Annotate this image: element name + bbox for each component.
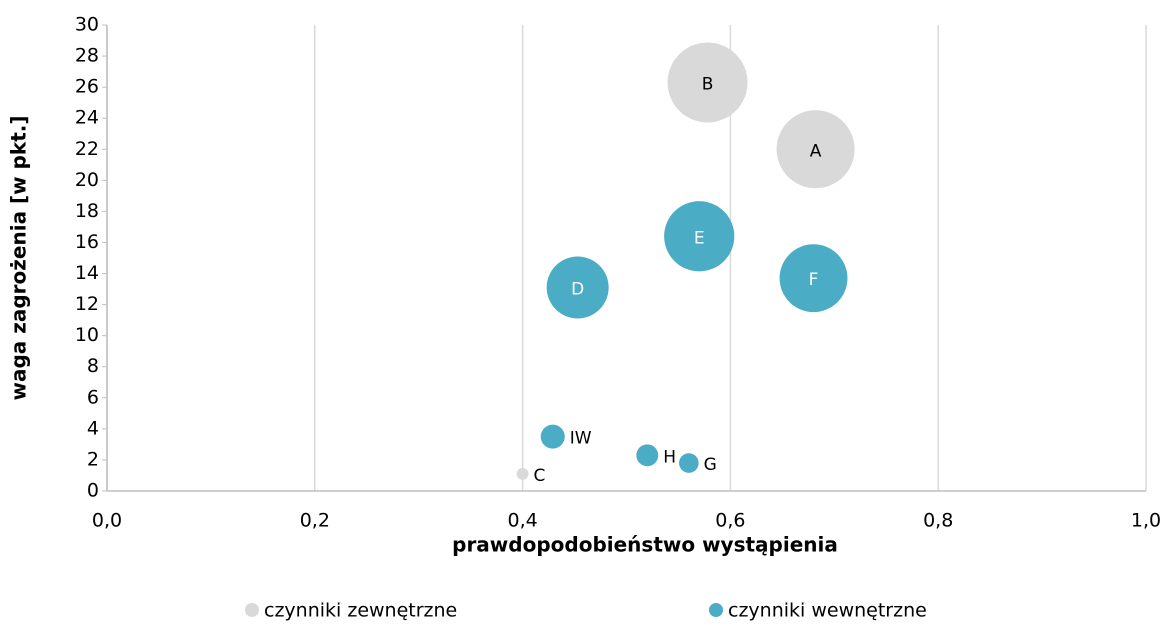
bubble <box>679 453 699 473</box>
legend-label: czynniki wewnętrzne <box>728 600 927 622</box>
bubble <box>667 42 748 123</box>
y-tick-label: 30 <box>75 14 99 36</box>
x-tick-label: 0,6 <box>715 510 745 532</box>
y-tick-label: 14 <box>75 262 99 284</box>
y-tick-label: 4 <box>87 417 99 439</box>
x-tick-label: 0,4 <box>507 510 537 532</box>
y-tick-label: 18 <box>75 200 99 222</box>
bubble <box>516 467 529 480</box>
y-tick-label: 28 <box>75 45 99 67</box>
bubble <box>546 256 609 319</box>
data-label: B <box>702 74 714 94</box>
y-tick-label: 22 <box>75 138 99 160</box>
y-axis-title: waga zagrożenia [w pkt.] <box>7 115 31 400</box>
y-tick-label: 12 <box>75 293 99 315</box>
x-tick-label: 0,2 <box>300 510 330 532</box>
y-tick-label: 6 <box>87 386 99 408</box>
y-tick-label: 0 <box>87 480 99 502</box>
data-label: C <box>534 466 546 486</box>
data-label: F <box>809 270 819 290</box>
data-label: H <box>663 447 676 467</box>
bubble <box>776 110 855 189</box>
bubble <box>664 201 735 272</box>
data-label: D <box>571 280 584 300</box>
bubble <box>636 444 659 467</box>
data-label: IW <box>570 429 592 449</box>
y-tick-label: 10 <box>75 324 99 346</box>
legend-marker <box>245 603 259 617</box>
y-tick-label: 2 <box>87 448 99 470</box>
x-tick-label: 0,0 <box>92 510 122 532</box>
legend-label: czynniki zewnętrzne <box>264 600 457 622</box>
y-tick-label: 16 <box>75 231 99 253</box>
y-tick-label: 20 <box>75 169 99 191</box>
data-label: A <box>810 141 822 161</box>
x-axis-title: prawdopodobieństwo wystąpienia <box>452 533 838 557</box>
x-tick-label: 1,0 <box>1131 510 1161 532</box>
data-label: G <box>704 455 717 475</box>
y-tick-label: 26 <box>75 76 99 98</box>
x-tick-label: 0,8 <box>923 510 953 532</box>
legend-marker <box>709 603 723 617</box>
bubble <box>540 424 565 449</box>
bubble <box>779 244 848 313</box>
y-tick-label: 24 <box>75 107 99 129</box>
y-tick-label: 8 <box>87 355 99 377</box>
data-label: E <box>694 228 705 248</box>
